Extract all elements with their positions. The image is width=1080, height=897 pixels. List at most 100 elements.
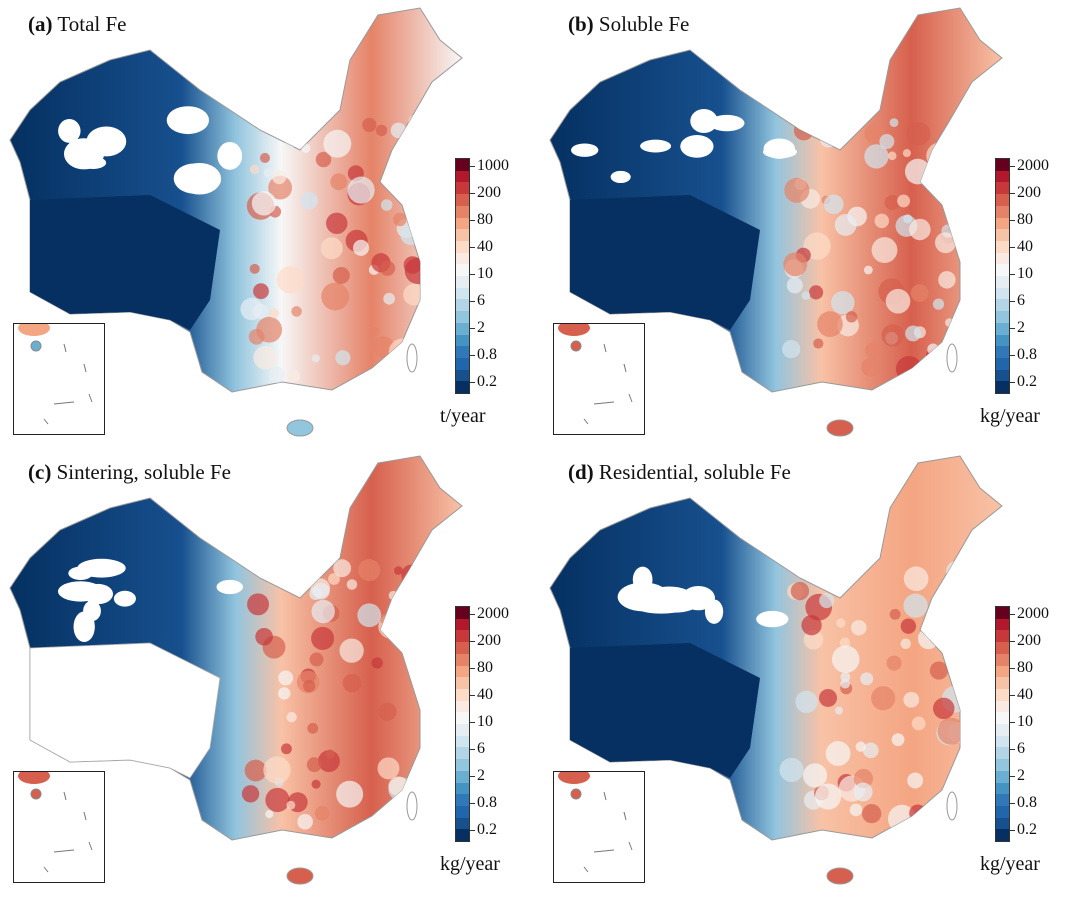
colorbar-bin xyxy=(996,322,1009,335)
emission-hotspot xyxy=(900,618,917,634)
colorbar-unit: t/year xyxy=(440,405,486,427)
colorbar xyxy=(455,606,470,842)
no-data-area xyxy=(86,126,127,157)
emission-hotspot xyxy=(371,657,383,669)
colorbar-bin xyxy=(456,205,469,218)
emission-hotspot xyxy=(339,638,364,663)
colorbar-tick-label: 200 xyxy=(1010,632,1041,650)
map-panel-c: (c) Sintering, soluble Fe 2000 200 80 40 10 6… xyxy=(0,448,540,896)
emission-hotspot xyxy=(812,565,832,585)
emission-hotspot xyxy=(862,803,882,824)
colorbar-bin xyxy=(456,759,469,771)
colorbar-bin xyxy=(456,829,469,842)
emission-hotspot xyxy=(821,116,830,125)
colorbar-unit: kg/year xyxy=(980,853,1040,875)
colorbar-bin xyxy=(996,618,1009,631)
tibet-region xyxy=(570,643,760,778)
colorbar-bin xyxy=(996,782,1009,795)
emission-hotspot xyxy=(413,651,422,660)
emission-hotspot xyxy=(884,195,900,211)
emission-hotspot xyxy=(387,363,398,373)
emission-hotspot xyxy=(834,706,843,715)
colorbar-bin xyxy=(996,770,1009,783)
emission-hotspot xyxy=(342,673,362,693)
emission-hotspot xyxy=(906,121,931,146)
emission-hotspot xyxy=(909,218,931,241)
emission-hotspot xyxy=(905,325,922,342)
colorbar-bin xyxy=(456,346,469,358)
emission-hotspot xyxy=(403,283,425,306)
emission-hotspot xyxy=(946,608,968,630)
colorbar-bin xyxy=(456,252,469,265)
colorbar-bin xyxy=(456,369,469,382)
emission-hotspot xyxy=(263,168,273,178)
colorbar-bin xyxy=(456,747,469,760)
colorbar-tick-label: 0.2 xyxy=(1010,373,1037,391)
emission-hotspot xyxy=(938,271,956,289)
colorbar-bin xyxy=(456,782,469,795)
emission-hotspot xyxy=(887,151,897,161)
emission-hotspot xyxy=(379,613,391,625)
no-data-area xyxy=(571,143,599,157)
colorbar-tick-label: 200 xyxy=(470,184,501,202)
emission-hotspot xyxy=(910,284,929,302)
colorbar-tick-label: 80 xyxy=(470,659,493,677)
emission-hotspot xyxy=(871,686,896,711)
colorbar-bin xyxy=(456,276,469,288)
china-map xyxy=(9,7,463,437)
emission-hotspot xyxy=(253,283,269,300)
colorbar-tick-label: 0.2 xyxy=(470,821,497,839)
emission-hotspot xyxy=(864,144,889,169)
colorbar-bin xyxy=(996,194,1009,206)
emission-hotspot xyxy=(278,670,294,686)
tibet-region xyxy=(30,195,220,330)
emission-hotspot xyxy=(903,566,929,592)
no-data-area xyxy=(68,566,93,580)
colorbar-bin xyxy=(456,618,469,631)
emission-hotspot xyxy=(851,619,867,636)
colorbar-tick-label: 0.8 xyxy=(470,794,497,812)
emission-hotspot xyxy=(865,342,882,359)
colorbar-bin xyxy=(456,805,469,818)
colorbar-bin xyxy=(996,665,1009,678)
panel-title: (b) Soluble Fe xyxy=(568,12,690,36)
no-data-area xyxy=(756,610,789,628)
emission-hotspot xyxy=(819,688,838,707)
colorbar-bin xyxy=(996,794,1009,806)
emission-hotspot xyxy=(380,260,396,276)
colorbar-tick-label: 80 xyxy=(470,211,493,229)
colorbar-bin xyxy=(996,817,1009,830)
colorbar-bin xyxy=(456,735,469,748)
emission-hotspot xyxy=(904,158,931,185)
colorbar-bin xyxy=(996,240,1009,253)
emission-hotspot xyxy=(911,716,926,731)
no-data-area xyxy=(763,145,797,159)
emission-hotspot xyxy=(390,617,415,642)
no-data-area xyxy=(635,599,687,614)
emission-hotspot xyxy=(839,637,851,649)
emission-hotspot xyxy=(900,638,912,650)
emission-hotspot xyxy=(874,213,890,229)
emission-hotspot xyxy=(249,263,260,274)
colorbar-tick-label: 200 xyxy=(470,632,501,650)
emission-hotspot xyxy=(828,117,838,127)
no-data-area xyxy=(216,579,244,595)
colorbar-bin xyxy=(996,747,1009,760)
emission-hotspot xyxy=(281,743,292,755)
emission-hotspot xyxy=(823,194,844,215)
colorbar-bin xyxy=(456,287,469,300)
emission-hotspot xyxy=(782,340,801,359)
colorbar-bin xyxy=(996,712,1009,725)
emission-hotspot xyxy=(886,655,902,671)
colorbar-bin xyxy=(996,182,1009,195)
colorbar-bin xyxy=(996,381,1009,394)
colorbar-bin xyxy=(456,665,469,678)
emission-hotspot xyxy=(252,303,269,320)
colorbar-bin xyxy=(456,182,469,195)
south-china-sea-inset xyxy=(553,771,645,883)
emission-hotspot xyxy=(309,587,323,601)
colorbar-bin xyxy=(996,264,1009,277)
emission-hotspot xyxy=(783,252,808,277)
colorbar-tick-label: 0.8 xyxy=(1010,346,1037,364)
emission-hotspot xyxy=(403,256,422,274)
